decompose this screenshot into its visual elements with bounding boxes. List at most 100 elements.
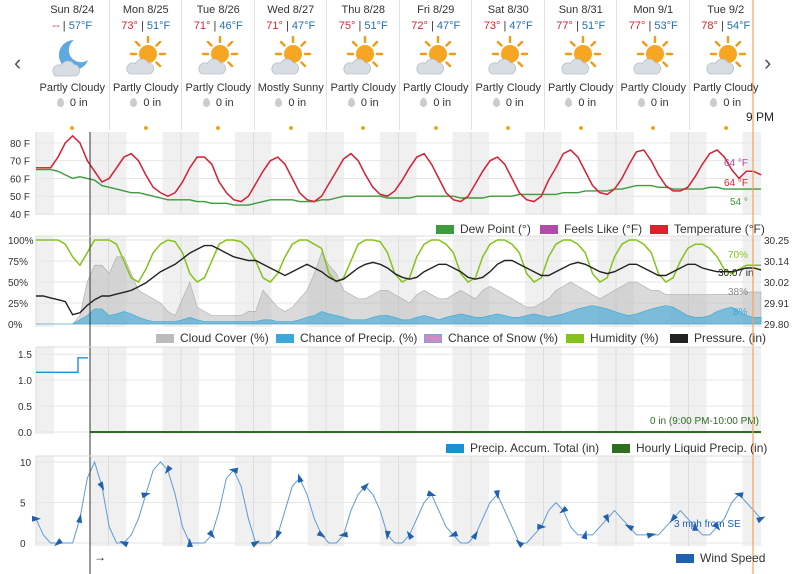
raindrop-icon	[565, 98, 573, 107]
day-column[interactable]: Wed 8/27 71° | 47°F Mostly Sunny 0 in	[253, 0, 328, 130]
wind-direction-arrow	[669, 513, 678, 523]
sunrise-marker-icon	[288, 126, 293, 130]
night-band	[670, 132, 689, 215]
raindrop-icon	[275, 98, 283, 107]
legend-temperature[interactable]: Temperature (°F)	[650, 222, 765, 236]
night-band	[742, 132, 761, 215]
y-tick-label: 0.5	[18, 402, 32, 413]
day-low: 53°F	[654, 20, 678, 32]
night-band	[253, 347, 272, 434]
legend-feels-like[interactable]: Feels Like (°F)	[540, 222, 642, 236]
night-band	[543, 456, 562, 546]
day-date: Mon 8/25	[122, 4, 169, 16]
wind-direction-arrow	[406, 530, 415, 540]
night-band	[452, 132, 471, 215]
legend-humidity[interactable]: Humidity (%)	[566, 331, 659, 345]
day-column[interactable]: Fri 8/29 72° | 47°F Partly Cloudy 0 in	[398, 0, 473, 130]
day-high: 71°	[266, 20, 283, 32]
moon-cloud-icon	[36, 36, 109, 80]
day-column[interactable]: Sun 8/31 77° | 51°F Partly Cloudy 0 in	[543, 0, 618, 130]
night-band	[307, 456, 326, 546]
next-arrow-button[interactable]: ›	[764, 50, 772, 75]
legend-pressure[interactable]: Pressure. (in)	[670, 331, 766, 345]
day-condition: Partly Cloudy	[475, 82, 541, 94]
legend-precip-accum[interactable]: Precip. Accum. Total (in)	[446, 441, 599, 455]
legend-chance-snow[interactable]: Chance of Snow (%)	[424, 331, 558, 345]
y-tick-label: 70 F	[10, 157, 30, 168]
wind-direction-arrow	[76, 513, 83, 524]
day-condition: Partly Cloudy	[403, 82, 469, 94]
wind-speed-line	[35, 460, 762, 544]
day-high: 72°	[411, 20, 428, 32]
y-tick-label: 75%	[8, 257, 28, 268]
wind-direction-arrow	[448, 530, 459, 537]
wind-direction-arrow	[32, 515, 41, 522]
wind-direction-arrow	[141, 492, 151, 499]
sunrise-marker-icon	[578, 126, 583, 130]
night-band	[326, 347, 344, 434]
night-band	[398, 132, 417, 215]
day-date: Sun 8/24	[50, 4, 95, 16]
sunrise-marker-icon	[651, 126, 656, 130]
y-tick-label: 50 F	[10, 192, 30, 203]
day-column[interactable]: Tue 8/26 71° | 46°F Partly Cloudy 0 in	[181, 0, 255, 130]
legend-cloud-cover[interactable]: Cloud Cover (%)	[156, 331, 269, 345]
scroll-arrow-icon[interactable]: →	[94, 550, 106, 564]
wind-direction-arrow	[54, 538, 63, 547]
day-column[interactable]: Thu 8/28 75° | 51°F Partly Cloudy 0 in	[326, 0, 400, 130]
legend-chance-precip[interactable]: Chance of Precip. (%)	[276, 331, 417, 345]
temperature-value-label: 64 °F	[724, 178, 748, 189]
day-precip: 0 in	[215, 97, 234, 109]
day-date: Tue 8/26	[196, 4, 240, 16]
day-low: 47°F	[291, 20, 316, 32]
day-date: Mon 9/1	[633, 4, 674, 16]
night-band	[616, 456, 634, 546]
night-band	[162, 456, 181, 546]
night-band	[90, 132, 109, 215]
sunrise-marker-icon	[70, 126, 75, 130]
day-column[interactable]: Mon 8/25 73° | 51°F Partly Cloudy 0 in	[108, 0, 183, 130]
day-precip: 0 in	[143, 97, 162, 109]
day-column[interactable]: Sun 8/24 -- | 57°F Partly Cloudy 0 in	[36, 0, 109, 130]
night-band	[162, 132, 181, 215]
y-tick-label: 100%	[8, 236, 34, 247]
legend-wind-speed[interactable]: Wind Speed	[676, 551, 765, 565]
sun-cloud-icon	[327, 36, 400, 80]
previous-arrow-button[interactable]: ‹	[14, 50, 22, 75]
wind-direction-arrow	[712, 521, 721, 531]
y-right-tick-label: 30.02	[764, 278, 789, 289]
day-date: Sun 8/31	[558, 4, 603, 16]
day-precip: 0 in	[69, 97, 88, 109]
wind-direction-arrow	[316, 530, 326, 538]
day-precip: 0 in	[650, 97, 669, 109]
dew-point-line	[36, 168, 761, 206]
day-condition: Mostly Sunny	[257, 82, 324, 94]
legend-dew-point[interactable]: Dew Point (°)	[436, 222, 531, 236]
day-precip: 0 in	[505, 97, 524, 109]
day-high: 77°	[556, 20, 573, 32]
day-column[interactable]: Tue 9/2 78° | 54°F Partly Cloudy 0 in	[688, 0, 763, 130]
day-condition: Partly Cloudy	[330, 82, 396, 94]
y-tick-label: 80 F	[10, 139, 30, 150]
feels-like-value-label: 64 °F	[724, 158, 748, 169]
day-high: 73°	[121, 20, 138, 32]
raindrop-icon	[637, 98, 645, 107]
night-band	[108, 456, 127, 546]
day-column[interactable]: Mon 9/1 77° | 53°F Partly Cloudy 0 in	[616, 0, 690, 130]
cloud-value-label: 38%	[728, 287, 748, 298]
day-column[interactable]: Sat 8/30 73° | 47°F Partly Cloudy 0 in	[471, 0, 545, 130]
day-low: 51°F	[146, 20, 171, 32]
day-precip: 0 in	[723, 97, 742, 109]
night-band	[90, 456, 109, 546]
night-band	[597, 132, 616, 215]
y-tick-label: 10	[20, 458, 32, 469]
wind-direction-arrow	[537, 523, 547, 530]
sun-cloud-icon	[182, 36, 255, 80]
legend-hourly-precip[interactable]: Hourly Liquid Precip. (in)	[612, 441, 767, 455]
raindrop-icon	[202, 98, 210, 107]
day-high: 75°	[338, 20, 356, 32]
night-band	[525, 347, 544, 434]
night-band	[162, 347, 181, 434]
night-band	[670, 456, 689, 546]
